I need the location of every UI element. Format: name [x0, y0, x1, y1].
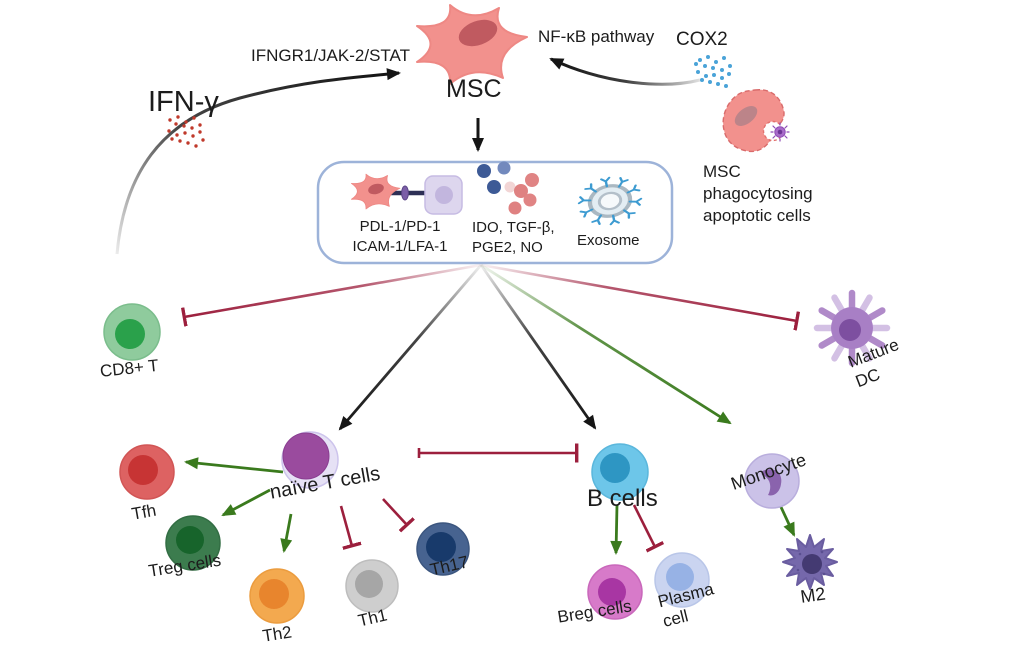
- arrow-naive-t-to-tfh: [184, 457, 284, 474]
- arrow-naive-t-to-th2: [280, 513, 293, 553]
- b-cells-label: B cells: [587, 485, 658, 512]
- th1-cell-icon: [345, 559, 399, 613]
- plasma-cell-icon: [654, 552, 710, 608]
- th2-label: Th2: [261, 622, 294, 646]
- nfkb-pathway-label: NF-κB pathway: [538, 27, 655, 46]
- th17-cell-icon: [416, 522, 470, 576]
- cd8-t-cell-icon: [103, 303, 161, 361]
- arrow-to-b-cells: [479, 264, 597, 430]
- m2-cell-icon: [782, 534, 838, 590]
- arrow-b-cells-to-breg: [610, 504, 623, 555]
- breg-cell-icon: [587, 564, 643, 620]
- ifngr-pathway-label: IFNGR1/JAK-2/STAT: [251, 46, 411, 65]
- ifn-gamma-label: IFN-γ: [148, 86, 219, 118]
- msc-phagocytosing-icon: [722, 89, 790, 153]
- soluble-factors-icon: [477, 161, 539, 215]
- exosome-label: Exosome: [577, 232, 640, 249]
- inhibition-b-cells-to-plasma: [632, 504, 665, 553]
- naive-t-cell-icon: [281, 431, 339, 489]
- ifn-gamma-to-msc-arrow: [115, 68, 401, 255]
- b-cell-icon: [591, 443, 649, 501]
- monocyte-cell-icon: [744, 453, 800, 509]
- pdl1-contact-label: PDL-1/PD-1 ICAM-1/LFA-1: [352, 218, 448, 255]
- pdl1-contact-icon: [351, 173, 463, 215]
- th2-cell-icon: [249, 568, 305, 624]
- tfh-label: Tfh: [130, 500, 158, 524]
- inhibition-naive-t-to-th17: [382, 498, 415, 533]
- tfh-cell-icon: [119, 444, 175, 500]
- inhibition-line-cd8t: [180, 263, 482, 327]
- inhibition-naive-t-to-th1: [339, 505, 362, 550]
- ifn-gamma-dots-icon: [167, 115, 205, 148]
- msc-label: MSC: [446, 75, 502, 103]
- exosome-icon: [577, 176, 643, 226]
- arrow-to-naive-t: [338, 264, 483, 431]
- apoptotic-cell-icon: [770, 122, 790, 142]
- arrow-naive-t-to-treg: [221, 488, 271, 517]
- msc-cell-icon: [416, 4, 528, 85]
- inhibition-line-mature-dc: [480, 263, 801, 331]
- cox2-label: COX2: [676, 29, 728, 50]
- mature-dc-cell-icon: [813, 289, 891, 367]
- cox2-to-msc-arrow: [549, 57, 701, 86]
- arrow-to-monocyte: [480, 263, 732, 425]
- soluble-factors-label: IDO, TGF-β, PGE2, NO: [472, 219, 555, 256]
- cox2-dots-icon: [694, 55, 732, 88]
- treg-cell-icon: [165, 515, 221, 571]
- msc-phagocytosing-label: MSC phagocytosing apoptotic cells: [703, 162, 813, 226]
- m2-label: M2: [799, 583, 827, 607]
